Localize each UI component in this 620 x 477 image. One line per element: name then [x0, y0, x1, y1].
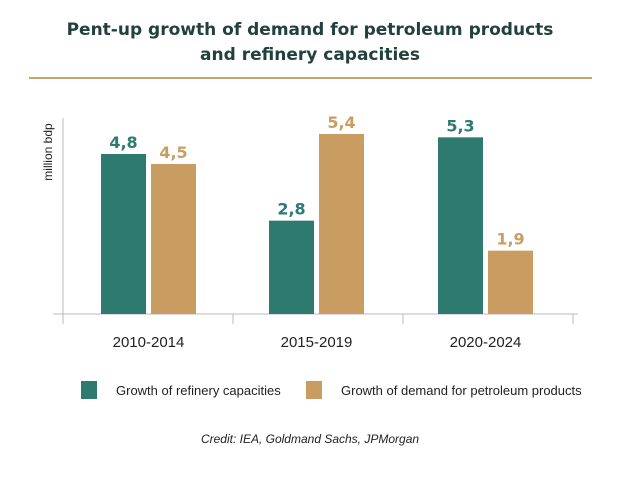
data-label-refinery-2015-2019: 2,8: [277, 200, 305, 219]
bar-refinery-2010-2014: [101, 154, 146, 314]
data-label-demand-2015-2019: 5,4: [327, 113, 355, 132]
data-label-refinery-2020-2024: 5,3: [446, 116, 474, 135]
data-label-demand-2010-2014: 4,5: [159, 143, 187, 162]
x-tick-label-2020-2024: 2020-2024: [450, 334, 522, 351]
x-tick-label-2015-2019: 2015-2019: [281, 334, 353, 351]
bar-demand-2020-2024: [488, 250, 533, 314]
legend-label-refinery: Growth of refinery capacities: [116, 382, 281, 398]
bar-demand-2015-2019: [319, 134, 364, 314]
bar-demand-2010-2014: [151, 164, 196, 314]
bar-refinery-2020-2024: [438, 137, 483, 314]
chart-title-line-2: and refinery capacities: [200, 45, 420, 65]
legend-swatch-demand: [306, 381, 322, 399]
data-label-demand-2020-2024: 1,9: [496, 230, 524, 249]
bar-refinery-2015-2019: [269, 220, 314, 314]
x-tick-label-2010-2014: 2010-2014: [113, 334, 185, 351]
bar-chart: million bdp 4,8 4,5 2010-2014 2,8 5,4 2015-201…: [41, 113, 578, 351]
title-divider: [29, 77, 592, 79]
legend-label-demand: Growth of demand for petroleum products: [341, 382, 582, 398]
credit-note: Credit: IEA, Goldmand Sachs, JPMorgan: [200, 432, 420, 446]
legend-swatch-refinery: [81, 381, 97, 399]
y-axis-label: million bdp: [41, 123, 55, 181]
chart-title-line-1: Pent-up growth of demand for petroleum p…: [66, 20, 554, 40]
legend: Growth of refinery capacities Growth of …: [0, 381, 620, 405]
legend-item-refinery: Growth of refinery capacities: [81, 381, 281, 399]
chart-title: Pent-up growth of demand for petroleum p…: [0, 18, 620, 68]
data-label-refinery-2010-2014: 4,8: [109, 133, 137, 152]
legend-item-demand: Growth of demand for petroleum products: [306, 381, 582, 399]
